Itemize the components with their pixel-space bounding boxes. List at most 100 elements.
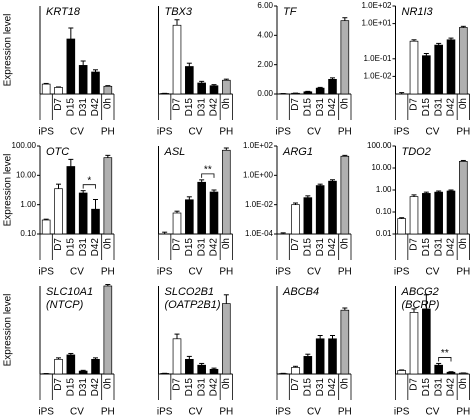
group-label: PH	[219, 267, 233, 278]
bar	[434, 44, 443, 95]
y-axis-label: Expression level	[3, 294, 14, 367]
y-tick-label: 2.00	[257, 60, 273, 69]
bar	[54, 358, 63, 375]
x-tick-label: D15	[421, 238, 432, 257]
group-label: CV	[189, 267, 203, 278]
x-tick-label: D7	[290, 238, 301, 251]
bar	[409, 40, 419, 95]
y-tick-label: 6.00	[257, 1, 273, 10]
x-tick-label: D31	[196, 238, 207, 257]
bar	[446, 371, 456, 375]
x-tick-label: D7	[290, 98, 301, 111]
x-tick-label: D15	[302, 378, 313, 397]
bar	[91, 71, 100, 95]
x-tick-label: D42	[90, 98, 101, 117]
x-tick-label: 0h	[339, 98, 350, 109]
bar	[291, 367, 300, 375]
bar	[172, 24, 182, 95]
y-tick-label: 0.00	[257, 89, 273, 98]
x-tick-label: 0h	[458, 98, 469, 109]
group-label: iPS	[157, 407, 173, 418]
x-tick-label: D31	[433, 378, 444, 397]
x-tick-label: D31	[433, 98, 444, 117]
group-label: CV	[307, 127, 321, 138]
group-label: iPS	[394, 127, 410, 138]
group-label: CV	[189, 127, 203, 138]
bar	[422, 193, 431, 235]
y-tick-label: 1.0E+02	[243, 141, 274, 150]
significance-label: **	[441, 348, 449, 359]
bar	[209, 191, 219, 235]
bar	[315, 338, 325, 375]
x-tick-label: D15	[184, 98, 195, 117]
x-tick-label: D42	[209, 238, 220, 257]
bar	[66, 38, 76, 95]
bar	[54, 188, 63, 235]
bar	[446, 39, 456, 95]
bar	[78, 65, 88, 95]
y-tick-label: 1.0E-01	[363, 54, 392, 63]
x-tick-label: D42	[90, 238, 101, 257]
group-label: iPS	[157, 127, 173, 138]
bar	[397, 218, 406, 235]
bar	[103, 85, 113, 95]
y-tick-label: 1.0E+01	[361, 19, 392, 28]
y-axis-label: Expression level	[3, 14, 14, 87]
group-label: iPS	[38, 407, 54, 418]
panel-title: TBX3	[165, 6, 193, 18]
group-label: iPS	[394, 267, 410, 278]
y-tick-label: 10.00	[371, 163, 392, 172]
bar	[103, 157, 113, 235]
y-tick-label: 100.00	[367, 141, 392, 150]
x-tick-label: D15	[302, 238, 313, 257]
x-tick-label: D15	[184, 378, 195, 397]
bar	[78, 370, 88, 375]
x-tick-label: 0h	[221, 378, 232, 389]
bar	[78, 192, 88, 235]
bar	[328, 78, 337, 95]
bar	[303, 91, 313, 95]
y-tick-label: 100.00	[12, 141, 37, 150]
x-tick-label: D31	[433, 238, 444, 257]
panel-title: ASL	[164, 146, 186, 158]
y-tick-label: 1.0E-02	[245, 200, 274, 209]
x-tick-label: D42	[209, 378, 220, 397]
bar	[222, 79, 231, 95]
y-tick-label: 1.0E+00	[243, 170, 274, 179]
group-label: PH	[338, 127, 352, 138]
significance-bracket	[438, 357, 452, 362]
group-label: PH	[101, 407, 115, 418]
bar	[328, 180, 337, 235]
x-tick-label: D42	[209, 98, 220, 117]
panel-subtitle: (NTCP)	[46, 299, 84, 311]
group-label: iPS	[275, 407, 291, 418]
group-label: CV	[70, 407, 84, 418]
x-tick-label: 0h	[102, 378, 113, 389]
panel-title: OTC	[46, 146, 69, 158]
group-label: PH	[338, 267, 352, 278]
y-axis-label: Expression level	[3, 154, 14, 227]
bar	[340, 155, 350, 235]
x-tick-label: 0h	[221, 98, 232, 109]
x-tick-label: D42	[446, 98, 457, 117]
x-tick-label: D31	[315, 378, 326, 397]
x-tick-label: D42	[327, 98, 338, 117]
x-tick-label: D15	[65, 378, 76, 397]
x-tick-label: D42	[90, 378, 101, 397]
x-tick-label: D15	[421, 98, 432, 117]
x-tick-label: D15	[65, 98, 76, 117]
x-tick-label: D31	[78, 98, 89, 117]
bar	[222, 149, 231, 235]
x-tick-label: 0h	[339, 238, 350, 249]
bar	[340, 20, 350, 95]
x-tick-label: D15	[65, 238, 76, 257]
x-tick-label: D7	[172, 98, 183, 111]
group-label: iPS	[275, 127, 291, 138]
x-tick-label: 0h	[102, 98, 113, 109]
bar	[397, 370, 406, 375]
group-label: CV	[70, 267, 84, 278]
x-tick-label: D15	[302, 98, 313, 117]
bar	[197, 181, 206, 235]
x-tick-label: D31	[315, 98, 326, 117]
bar	[459, 27, 468, 95]
